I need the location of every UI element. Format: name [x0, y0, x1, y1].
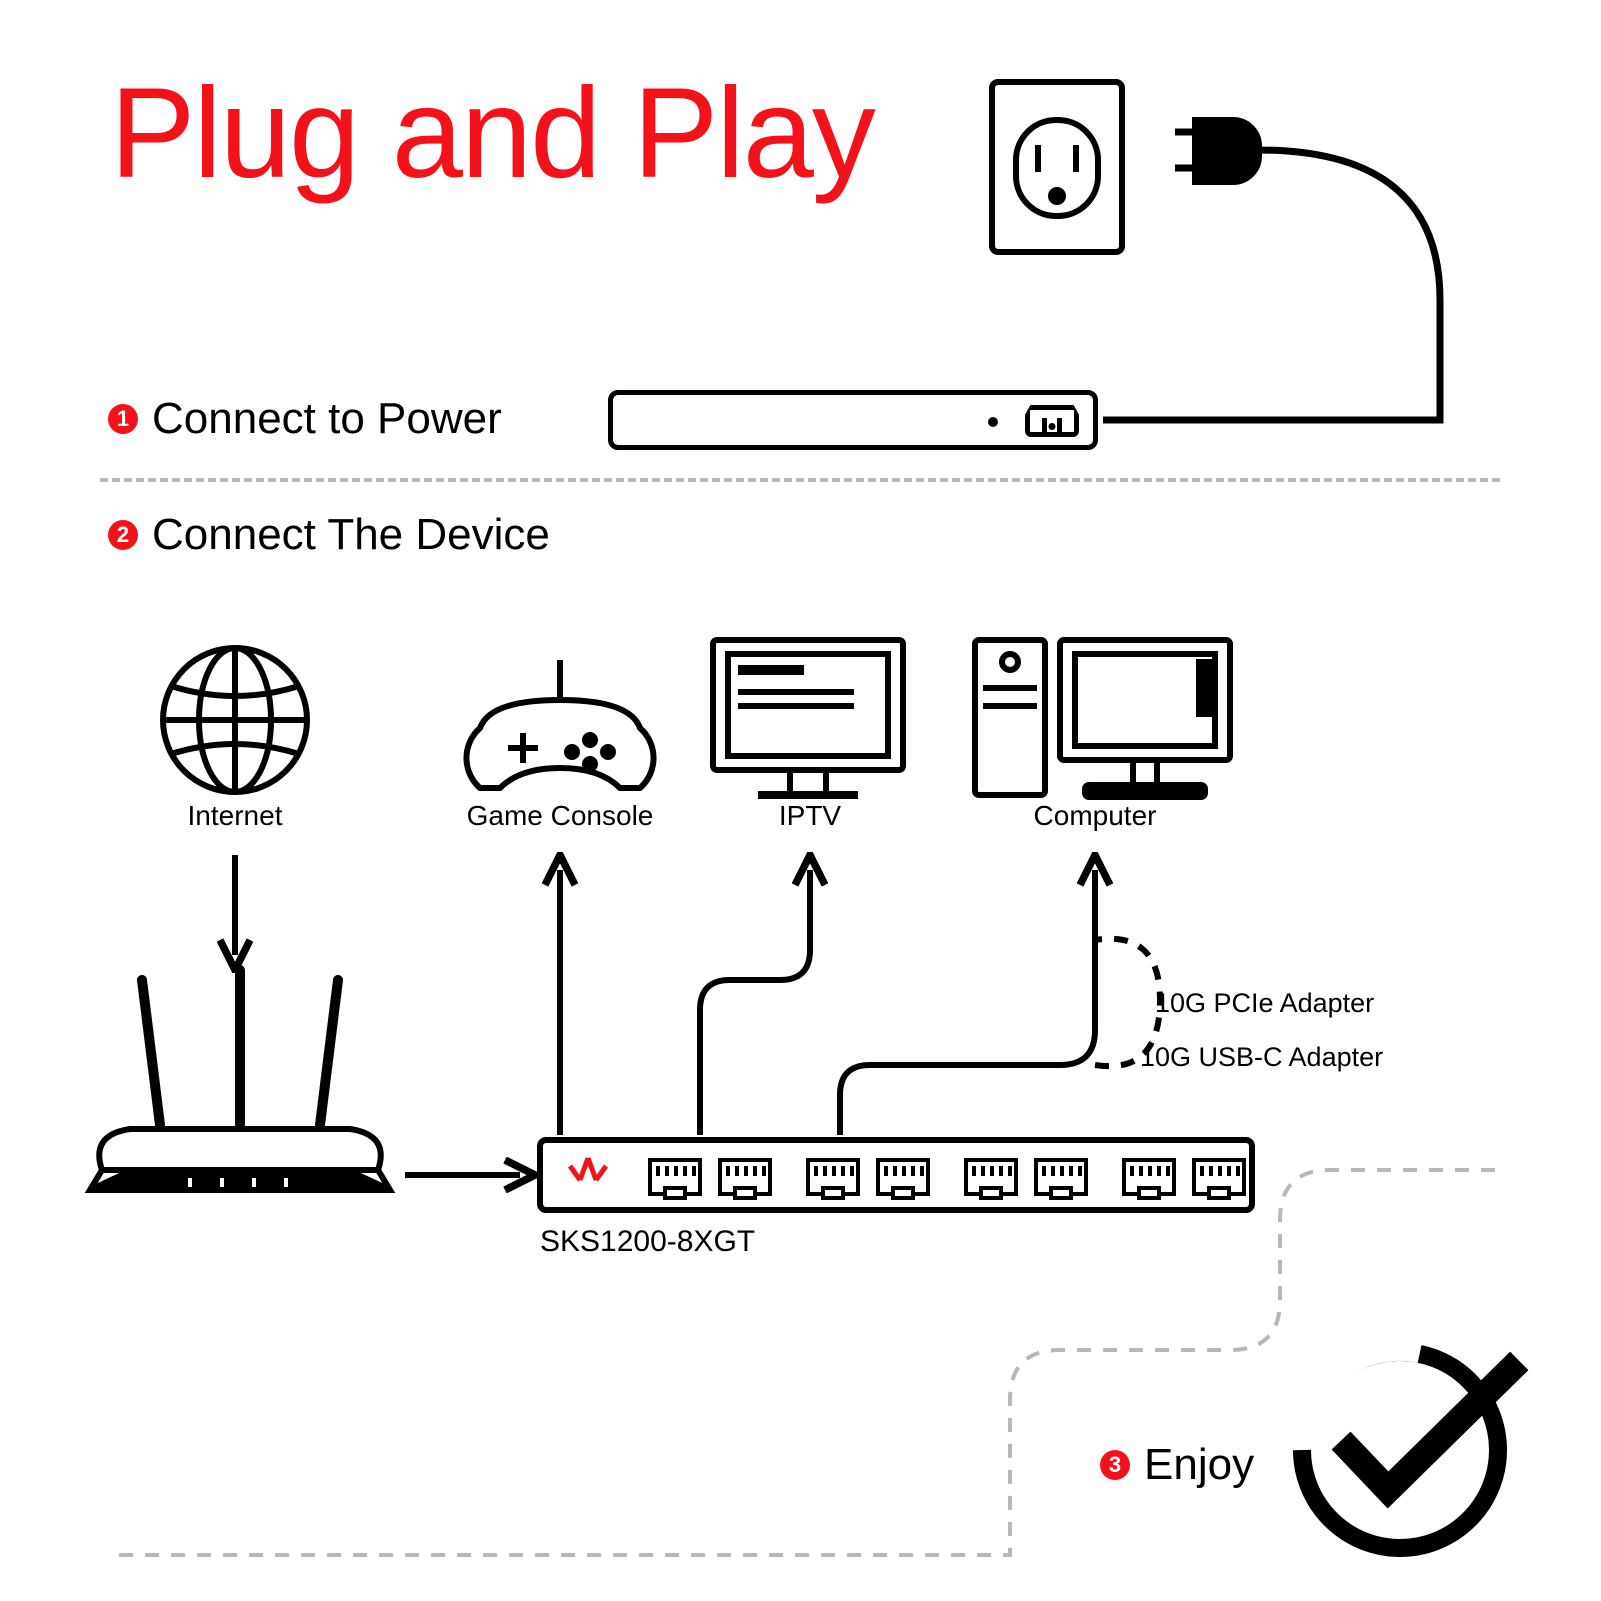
plug-icon — [1175, 120, 1259, 182]
section-divider — [100, 478, 1500, 482]
step-1-label: Connect to Power — [152, 394, 502, 444]
label-iptv: IPTV — [755, 800, 865, 832]
step-2-badge: 2 — [108, 520, 138, 550]
step-3: 3 Enjoy — [1100, 1440, 1254, 1490]
network-switch-icon — [540, 1140, 1252, 1210]
iptv-icon — [713, 640, 903, 795]
router-icon — [90, 970, 390, 1190]
step-1-badge: 1 — [108, 404, 138, 434]
power-cord — [1103, 150, 1440, 420]
step-2: 2 Connect The Device — [108, 510, 550, 560]
checkmark-badge-icon — [1302, 1350, 1510, 1548]
label-internet: Internet — [165, 800, 305, 832]
game-controller-icon — [466, 660, 653, 788]
line-switch-iptv — [700, 870, 810, 1135]
computer-icon — [975, 640, 1230, 797]
step-1: 1 Connect to Power — [108, 394, 502, 444]
label-computer: Computer — [1010, 800, 1180, 832]
label-pcie-adapter: 10G PCIe Adapter — [1155, 988, 1374, 1019]
label-usbc-adapter: 10G USB-C Adapter — [1140, 1042, 1383, 1073]
label-switch-model: SKS1200-8XGT — [540, 1225, 755, 1259]
globe-icon — [163, 648, 307, 792]
line-switch-computer — [840, 870, 1095, 1135]
power-strip-icon — [608, 390, 1098, 450]
label-game-console: Game Console — [445, 800, 675, 832]
step-3-badge: 3 — [1100, 1450, 1130, 1480]
step-2-label: Connect The Device — [152, 510, 550, 560]
wall-outlet-icon — [992, 82, 1122, 252]
page-title: Plug and Play — [110, 60, 874, 207]
enjoy-dashed-path — [108, 1170, 1495, 1555]
step-3-label: Enjoy — [1144, 1440, 1254, 1490]
